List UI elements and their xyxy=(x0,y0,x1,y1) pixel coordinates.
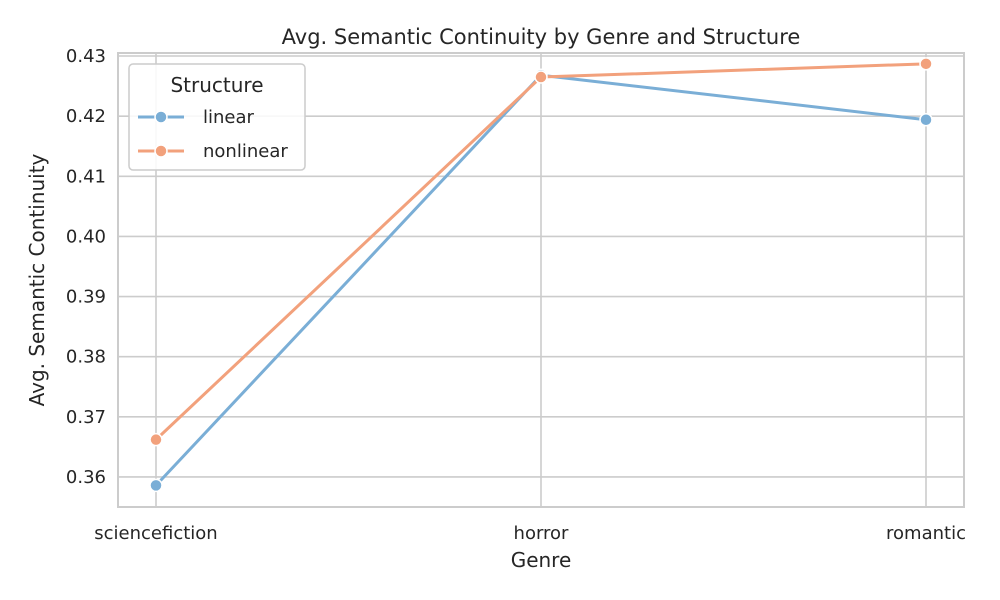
x-tick-label: sciencefiction xyxy=(94,523,217,544)
legend-box xyxy=(128,63,306,171)
y-tick-labels: 0.36 0.37 0.38 0.39 0.40 0.41 0.42 0.43 xyxy=(66,46,106,488)
plot-frame xyxy=(117,52,965,508)
y-tick-label: 0.43 xyxy=(66,46,106,67)
x-tick-label: romantic xyxy=(886,523,966,544)
legend-label: nonlinear xyxy=(203,141,288,162)
y-tick-label: 0.36 xyxy=(66,467,106,488)
legend-marker xyxy=(154,110,168,124)
legend-title: Structure xyxy=(170,73,263,97)
x-axis-title: Genre xyxy=(511,548,572,572)
data-point xyxy=(149,432,163,447)
y-tick-label: 0.41 xyxy=(66,166,106,187)
legend-entry-nonlinear: nonlinear xyxy=(138,141,288,162)
y-tick-label: 0.42 xyxy=(66,106,106,127)
y-tick-label: 0.37 xyxy=(66,407,106,428)
legend-marker xyxy=(154,144,168,158)
y-tick-label: 0.39 xyxy=(66,287,106,308)
x-tick-label: horror xyxy=(514,523,570,544)
legend-entries: linear nonlinear xyxy=(138,107,288,162)
y-tick-label: 0.40 xyxy=(66,226,106,247)
data-point xyxy=(534,70,548,84)
data-point xyxy=(149,478,163,493)
series-nonlinear xyxy=(149,57,933,447)
data-point xyxy=(919,112,933,127)
legend: Structure linear nonlinear xyxy=(128,63,306,171)
data-point xyxy=(919,57,933,71)
chart-title: Avg. Semantic Continuity by Genre and St… xyxy=(282,25,801,49)
legend-entry-linear: linear xyxy=(138,107,255,128)
legend-label: linear xyxy=(203,107,255,128)
x-tick-labels: sciencefiction horror romantic xyxy=(94,523,966,544)
series-layer xyxy=(149,57,933,493)
y-tick-label: 0.38 xyxy=(66,347,106,368)
y-axis-title: Avg. Semantic Continuity xyxy=(25,153,49,406)
